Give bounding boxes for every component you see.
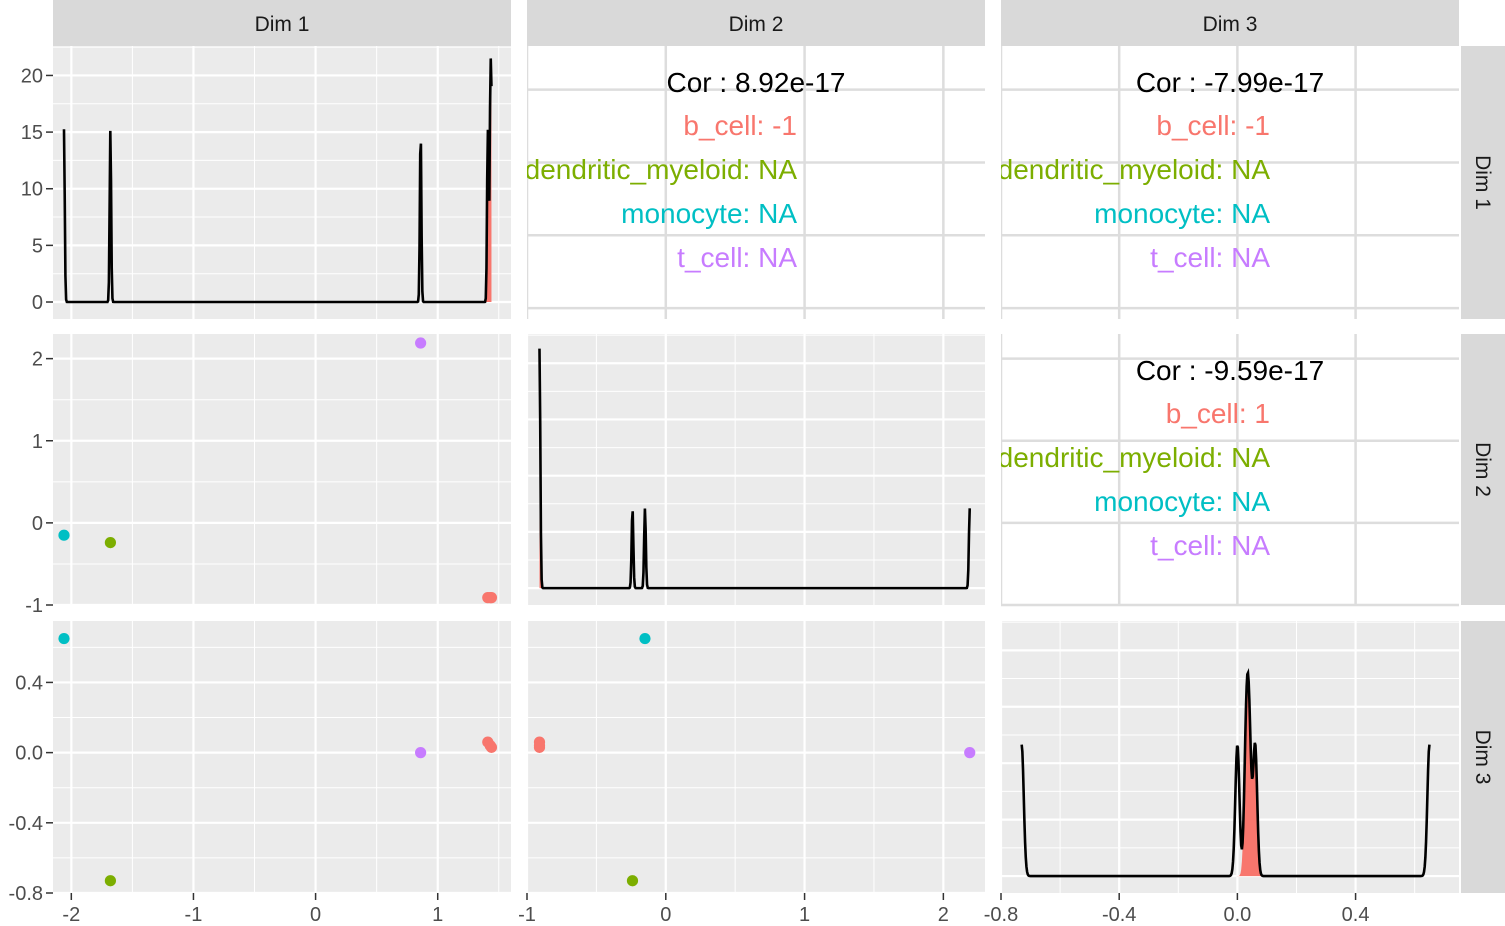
panel-bg — [1001, 621, 1459, 893]
strip-right-2 — [1461, 334, 1505, 605]
strip-top-3 — [1001, 0, 1459, 46]
x-tick-label: 1 — [432, 904, 443, 926]
cor-line-dendritic_myeloid: dendritic_myeloid: NA — [998, 442, 1271, 473]
density-line — [538, 348, 972, 590]
cor-line-monocyte: monocyte: NA — [1094, 486, 1270, 517]
point-b_cell — [485, 592, 498, 604]
cor-line-t_cell: t_cell: NA — [1150, 242, 1270, 273]
cor-panel-bg — [1001, 334, 1459, 605]
point-monocyte — [639, 632, 651, 645]
y-tick-label: 15 — [21, 122, 43, 144]
panel-bg — [527, 334, 985, 605]
panel-3-3 — [999, 621, 1459, 893]
x-tick-label: -1 — [518, 904, 536, 926]
cor-line-monocyte: monocyte: NA — [621, 198, 797, 229]
strip-right-label: Dim 1 — [1471, 155, 1494, 210]
strip-right-label: Dim 3 — [1471, 730, 1494, 785]
point-b_cell — [485, 741, 498, 753]
panel-bg — [53, 621, 511, 893]
cor-line-t_cell: t_cell: NA — [1150, 530, 1270, 561]
x-tick-label: 0 — [660, 904, 671, 926]
y-tick-label: 0 — [32, 513, 43, 535]
cor-overall: Cor : 8.92e-17 — [667, 67, 846, 98]
point-b_cell — [533, 741, 546, 753]
panel-2-2 — [525, 334, 985, 605]
y-tick-label: 0.0 — [15, 743, 43, 765]
strip-top-label: Dim 3 — [1203, 13, 1258, 36]
point-t_cell — [415, 337, 427, 349]
x-tick-label: 0 — [310, 904, 321, 926]
y-tick-label: 5 — [32, 235, 43, 257]
y-tick-label: 20 — [21, 65, 43, 87]
gutter — [511, 46, 527, 606]
panel-1-1 — [53, 46, 511, 319]
x-tick-label: -0.4 — [1102, 904, 1136, 926]
cor-overall: Cor : -9.59e-17 — [1136, 355, 1324, 386]
cor-line-b_cell: b_cell: -1 — [683, 110, 797, 141]
y-tick-label: 2 — [32, 349, 43, 371]
strip-top-1 — [53, 0, 511, 46]
cor-panel-bg — [1001, 46, 1459, 319]
cor-panel-bg — [527, 46, 985, 319]
strip-top-label: Dim 1 — [255, 13, 310, 36]
x-tick-label: -0.8 — [984, 904, 1018, 926]
point-dendritic_myeloid — [626, 875, 639, 887]
point-monocyte — [58, 529, 70, 541]
strip-top-label: Dim 2 — [729, 13, 784, 36]
panel-1-3: Cor : -7.99e-17 b_cell: -1 dendritic_myelo… — [998, 46, 1459, 319]
y-tick-label: 1 — [32, 431, 43, 453]
density-line — [1020, 667, 1431, 878]
cor-line-b_cell: b_cell: -1 — [1156, 110, 1270, 141]
x-tick-label: 2 — [938, 904, 949, 926]
x-tick-label: 1 — [799, 904, 810, 926]
x-tick-label: -1 — [185, 904, 203, 926]
panel-bg — [53, 334, 511, 605]
x-tick-label: -2 — [62, 904, 80, 926]
panel-3-2 — [525, 621, 985, 895]
y-tick-label: -0.4 — [9, 813, 43, 835]
cor-line-b_cell: b_cell: 1 — [1166, 398, 1270, 429]
strip-top-2 — [527, 0, 985, 46]
point-t_cell — [415, 747, 427, 759]
strip-right-label: Dim 2 — [1471, 442, 1494, 497]
y-tick-label: -1 — [25, 595, 43, 617]
point-dendritic_myeloid — [104, 875, 117, 887]
cor-line-dendritic_myeloid: dendritic_myeloid: NA — [525, 154, 798, 185]
panel-3-1 — [53, 621, 511, 895]
x-tick-label: 0.0 — [1223, 904, 1251, 926]
panel-1-2: Cor : 8.92e-17 b_cell: -1 dendritic_myeloi… — [525, 46, 985, 319]
panel-bg — [53, 46, 511, 319]
cor-line-monocyte: monocyte: NA — [1094, 198, 1270, 229]
y-tick-label: 0 — [32, 292, 43, 314]
y-tick-label: 0.4 — [15, 672, 43, 694]
gutter — [985, 46, 1001, 606]
cor-overall: Cor : -7.99e-17 — [1136, 67, 1324, 98]
cor-line-dendritic_myeloid: dendritic_myeloid: NA — [998, 154, 1271, 185]
point-t_cell — [964, 747, 976, 759]
strip-right-1 — [1461, 46, 1505, 319]
y-tick-label: -0.8 — [9, 883, 43, 905]
y-tick-label: 10 — [21, 179, 43, 201]
strip-right-3 — [1461, 621, 1505, 893]
cor-line-t_cell: t_cell: NA — [677, 242, 797, 273]
x-tick-label: 0.4 — [1342, 904, 1370, 926]
panel-2-3: Cor : -9.59e-17 b_cell: 1 dendritic_myeloi… — [998, 334, 1459, 607]
point-dendritic_myeloid — [104, 536, 117, 549]
point-monocyte — [58, 632, 70, 645]
panel-2-1 — [53, 334, 511, 607]
density-line — [62, 58, 493, 304]
panel-bg — [527, 621, 985, 893]
